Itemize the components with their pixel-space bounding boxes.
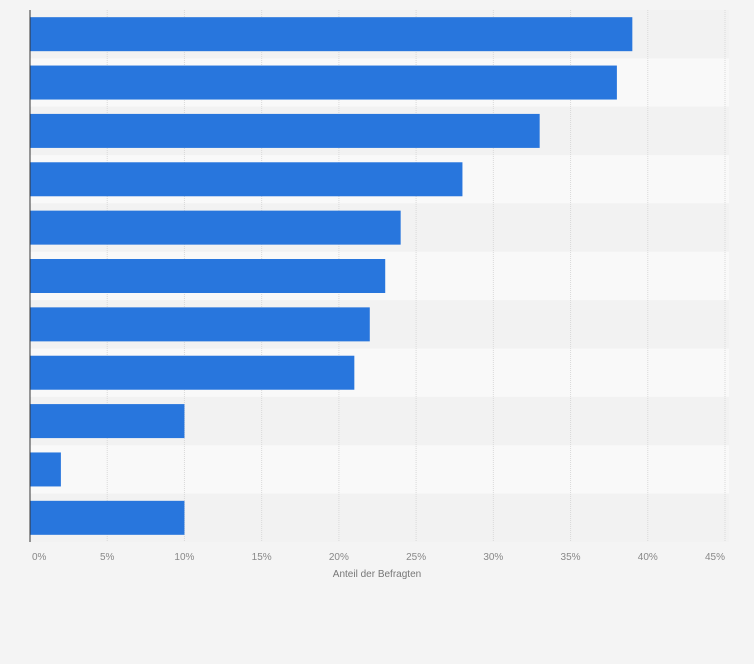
x-tick-label: 20% xyxy=(329,552,349,563)
bar xyxy=(30,307,370,342)
bar xyxy=(30,452,61,487)
x-tick-label: 45% xyxy=(705,552,725,563)
x-tick-label: 35% xyxy=(561,552,581,563)
bar xyxy=(30,113,540,148)
bars xyxy=(30,17,633,535)
row-band xyxy=(30,445,729,494)
bar xyxy=(30,404,185,439)
x-tick-label: 25% xyxy=(406,552,426,563)
x-tick-label: 30% xyxy=(483,552,503,563)
bar xyxy=(30,162,463,197)
bar xyxy=(30,355,355,390)
bar xyxy=(30,17,633,52)
x-axis-label: Anteil der Befragten xyxy=(333,569,421,580)
bar xyxy=(30,65,617,100)
x-tick-label: 15% xyxy=(252,552,272,563)
x-tick-label: 5% xyxy=(100,552,115,563)
x-tick-labels: 0% 5% 10% 15% 20% 25% 30% 35% 40% 45% xyxy=(32,552,725,563)
bar xyxy=(30,259,386,293)
bar xyxy=(30,500,185,535)
x-tick-label: 10% xyxy=(174,552,194,563)
x-tick-label: 40% xyxy=(638,552,658,563)
x-tick-label: 0% xyxy=(32,552,47,563)
bar xyxy=(30,210,401,245)
